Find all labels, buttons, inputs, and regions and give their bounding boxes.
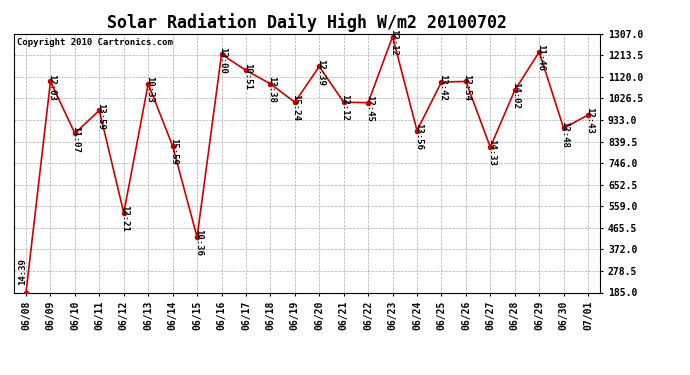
Text: 13:42: 13:42 xyxy=(438,74,447,101)
Text: 13:59: 13:59 xyxy=(96,102,105,129)
Text: 14:39: 14:39 xyxy=(18,258,27,285)
Text: 13:56: 13:56 xyxy=(414,123,423,150)
Text: 12:54: 12:54 xyxy=(462,74,472,100)
Text: 12:45: 12:45 xyxy=(365,95,374,122)
Text: 12:48: 12:48 xyxy=(560,120,569,147)
Text: 11:07: 11:07 xyxy=(72,126,81,153)
Text: 12:43: 12:43 xyxy=(585,107,594,134)
Text: 14:33: 14:33 xyxy=(487,140,496,166)
Text: Copyright 2010 Cartronics.com: Copyright 2010 Cartronics.com xyxy=(17,38,172,46)
Text: 15:24: 15:24 xyxy=(292,94,301,122)
Text: 12:21: 12:21 xyxy=(121,205,130,232)
Text: 12:39: 12:39 xyxy=(316,59,325,86)
Text: 13:00: 13:00 xyxy=(218,46,227,74)
Text: 15:59: 15:59 xyxy=(169,138,179,165)
Text: 11:46: 11:46 xyxy=(536,44,545,71)
Text: 12:12: 12:12 xyxy=(389,29,398,56)
Title: Solar Radiation Daily High W/m2 20100702: Solar Radiation Daily High W/m2 20100702 xyxy=(107,13,507,32)
Text: 12:12: 12:12 xyxy=(340,94,349,122)
Text: 14:02: 14:02 xyxy=(511,82,520,110)
Text: 10:33: 10:33 xyxy=(145,76,154,103)
Text: 12:03: 12:03 xyxy=(47,74,56,100)
Text: 10:36: 10:36 xyxy=(194,230,203,256)
Text: 10:51: 10:51 xyxy=(243,63,252,90)
Text: 13:38: 13:38 xyxy=(267,76,276,103)
